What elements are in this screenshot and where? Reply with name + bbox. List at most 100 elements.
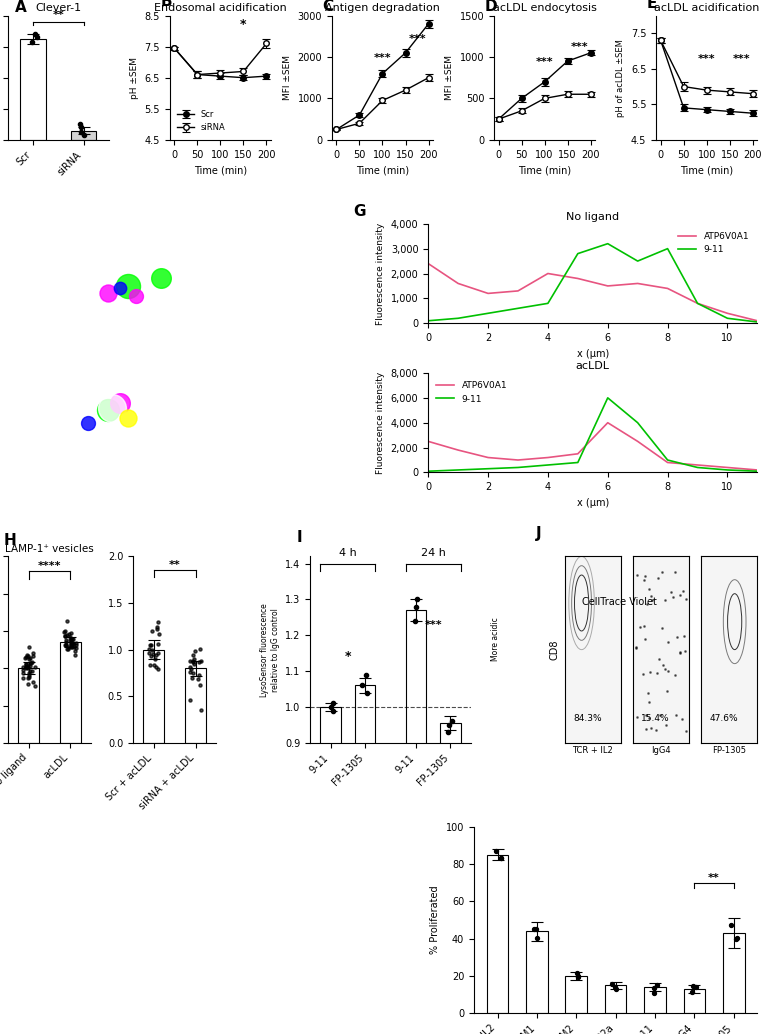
Bar — [526, 932, 548, 1013]
Point — [27, 674, 39, 691]
Point — [194, 702, 207, 719]
Point — [649, 722, 662, 738]
Point — [27, 645, 39, 662]
9-11 — [424, 465, 433, 478]
Point — [656, 564, 668, 580]
Title: Antigen degradation: Antigen degradation — [325, 3, 440, 13]
Point — [24, 658, 36, 674]
ATP6V0A1 — [573, 448, 582, 460]
Title: Endosomal acidification: Endosomal acidification — [154, 3, 287, 13]
Point — [495, 849, 507, 865]
Text: J: J — [536, 525, 542, 541]
Text: 47.6%: 47.6% — [709, 713, 737, 723]
Point — [571, 965, 584, 981]
Text: ***: *** — [536, 57, 553, 67]
9-11 — [483, 462, 493, 475]
Text: **: ** — [169, 559, 181, 570]
Point — [70, 637, 82, 653]
Text: ***: *** — [373, 53, 392, 63]
Point — [60, 612, 73, 629]
Bar — [68, 386, 157, 435]
Point — [60, 637, 73, 653]
Bar — [71, 130, 96, 140]
Point — [185, 661, 197, 677]
X-axis label: x (μm): x (μm) — [577, 348, 609, 359]
Bar — [644, 987, 666, 1013]
Point — [639, 631, 651, 647]
ATP6V0A1 — [543, 268, 552, 280]
Point — [495, 850, 507, 866]
Y-axis label: % Proliferated: % Proliferated — [430, 886, 440, 954]
Point — [646, 591, 658, 608]
Point — [146, 645, 158, 662]
Point — [630, 708, 643, 725]
Point — [114, 280, 126, 297]
Point — [659, 661, 671, 677]
Point — [61, 627, 73, 643]
Point — [64, 638, 76, 655]
Point — [490, 843, 503, 859]
Point — [606, 976, 618, 993]
Point — [676, 710, 688, 727]
Text: H: H — [4, 534, 16, 548]
Point — [58, 624, 70, 640]
Legend: ATP6V0A1, 9-11: ATP6V0A1, 9-11 — [433, 377, 511, 407]
Text: 15.4%: 15.4% — [641, 713, 669, 723]
Point — [142, 641, 155, 658]
Point — [184, 664, 196, 680]
Point — [669, 667, 682, 683]
Point — [187, 653, 200, 670]
Point — [20, 657, 32, 673]
9-11 — [663, 242, 672, 254]
Point — [679, 642, 691, 659]
9-11 — [693, 461, 702, 474]
Point — [21, 675, 34, 692]
Text: ***: *** — [732, 54, 750, 64]
Point — [644, 588, 656, 605]
Bar — [684, 990, 705, 1013]
Point — [651, 977, 663, 994]
Point — [69, 642, 81, 659]
Point — [23, 650, 35, 667]
9-11 — [424, 314, 433, 327]
Point — [19, 649, 31, 666]
Point — [25, 655, 37, 671]
Point — [102, 285, 114, 302]
Y-axis label: CD8: CD8 — [549, 639, 559, 660]
Point — [62, 640, 74, 657]
Point — [725, 916, 737, 933]
Text: ***: *** — [425, 620, 442, 630]
Point — [194, 676, 207, 693]
Point — [670, 706, 682, 723]
Point — [187, 647, 199, 664]
Point — [652, 570, 664, 586]
ATP6V0A1 — [663, 456, 672, 468]
Point — [660, 683, 672, 700]
Point — [23, 667, 35, 683]
Point — [151, 636, 164, 652]
Point — [67, 636, 80, 652]
Point — [63, 638, 75, 655]
Point — [67, 631, 80, 647]
Point — [194, 667, 206, 683]
Point — [149, 647, 161, 664]
Point — [24, 663, 36, 679]
9-11 — [513, 461, 522, 474]
Point — [151, 644, 164, 661]
Point — [122, 278, 135, 295]
Point — [145, 637, 158, 653]
Point — [643, 685, 655, 701]
Point — [643, 709, 656, 726]
ATP6V0A1 — [633, 435, 643, 448]
Title: acLDL acidification: acLDL acidification — [654, 3, 760, 13]
Point — [656, 619, 668, 636]
Point — [114, 395, 126, 412]
Y-axis label: LysoSensor fluorescence
relative to IgG control: LysoSensor fluorescence relative to IgG … — [260, 603, 279, 697]
Text: B: B — [161, 0, 172, 9]
Bar — [143, 649, 164, 742]
X-axis label: IgG4: IgG4 — [651, 746, 671, 755]
Text: I: I — [297, 530, 302, 545]
Point — [63, 629, 76, 645]
Point — [633, 618, 646, 635]
Point — [66, 635, 78, 651]
